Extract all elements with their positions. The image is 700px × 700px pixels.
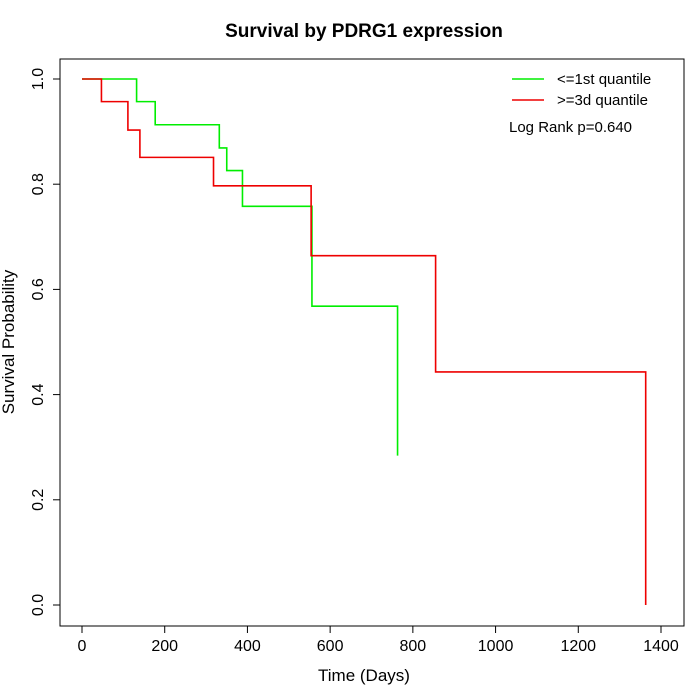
x-tick-label: 0: [78, 638, 87, 655]
y-tick-label: 1.0: [30, 68, 47, 90]
legend-label-low: <=1st quantile: [557, 71, 651, 88]
series-layer: [82, 78, 647, 605]
series-line-high: [82, 78, 647, 605]
y-axis-label: Survival Probability: [0, 269, 18, 414]
legend-label-high: >=3d quantile: [557, 92, 648, 109]
y-tick-label: 0.2: [30, 489, 47, 511]
series-line-low: [82, 78, 399, 456]
x-tick-label: 800: [400, 638, 427, 655]
plot-frame: [59, 58, 685, 627]
chart-title: Survival by PDRG1 expression: [225, 21, 503, 42]
y-tick-label: 0.0: [30, 594, 47, 616]
x-tick-label: 1400: [643, 638, 679, 655]
y-tick-label: 0.6: [30, 278, 47, 300]
y-tick-label: 0.8: [30, 173, 47, 195]
x-tick-label: 400: [234, 638, 261, 655]
x-tick-label: 1000: [478, 638, 514, 655]
x-axis: 0 200 400 600 800 1000 1200 1400: [78, 625, 679, 655]
x-tick-label: 200: [151, 638, 178, 655]
x-tick-label: 600: [317, 638, 344, 655]
x-tick-label: 1200: [560, 638, 596, 655]
y-axis: 0.0 0.2 0.4 0.6 0.8 1.0: [30, 68, 60, 616]
y-tick-label: 0.4: [30, 383, 47, 405]
x-axis-label: Time (Days): [318, 666, 410, 685]
log-rank-annotation: Log Rank p=0.640: [509, 119, 632, 136]
legend: <=1st quantile >=3d quantile: [512, 71, 651, 109]
